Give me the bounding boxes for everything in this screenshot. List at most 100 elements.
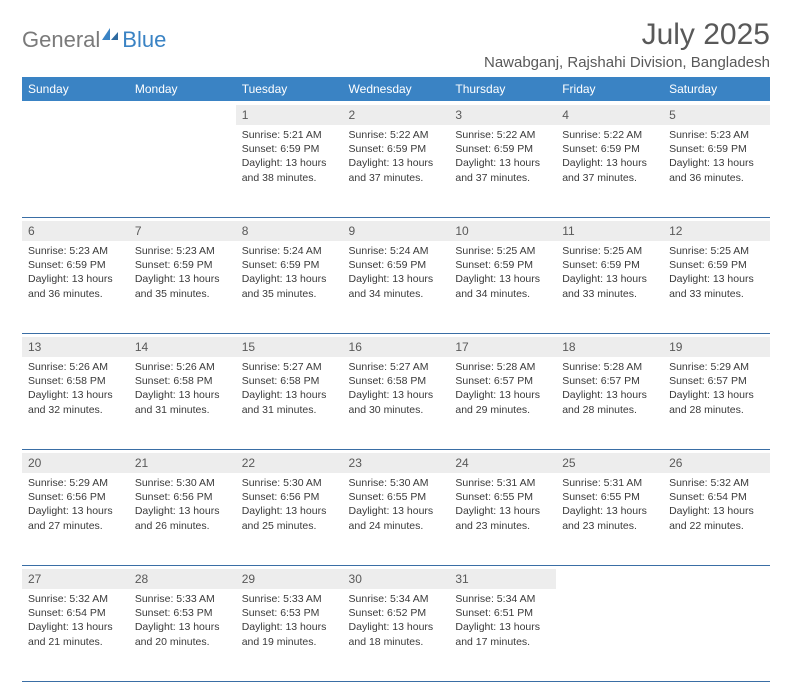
daynum-cell: 9 — [343, 221, 450, 241]
day-details: Sunrise: 5:32 AMSunset: 6:54 PMDaylight:… — [22, 589, 129, 655]
day-header: Thursday — [449, 77, 556, 101]
location-text: Nawabganj, Rajshahi Division, Bangladesh — [484, 54, 770, 71]
title-block: July 2025 Nawabganj, Rajshahi Division, … — [484, 18, 770, 71]
day-number: 6 — [22, 221, 129, 241]
week-row: Sunrise: 5:29 AMSunset: 6:56 PMDaylight:… — [22, 473, 770, 565]
daynum-cell: 13 — [22, 337, 129, 357]
day-details: Sunrise: 5:33 AMSunset: 6:53 PMDaylight:… — [129, 589, 236, 655]
day-number: 28 — [129, 569, 236, 589]
day-details: Sunrise: 5:26 AMSunset: 6:58 PMDaylight:… — [22, 357, 129, 423]
logo: General Blue — [22, 18, 166, 53]
daynum-row: 13141516171819 — [22, 337, 770, 357]
calendar-page: General Blue July 2025 Nawabganj, Rajsha… — [0, 0, 792, 700]
day-cell — [556, 589, 663, 681]
day-cell: Sunrise: 5:33 AMSunset: 6:53 PMDaylight:… — [236, 589, 343, 681]
day-cell: Sunrise: 5:23 AMSunset: 6:59 PMDaylight:… — [22, 241, 129, 333]
day-cell: Sunrise: 5:29 AMSunset: 6:56 PMDaylight:… — [22, 473, 129, 565]
day-cell: Sunrise: 5:32 AMSunset: 6:54 PMDaylight:… — [22, 589, 129, 681]
logo-text-general: General — [22, 27, 100, 53]
day-details: Sunrise: 5:32 AMSunset: 6:54 PMDaylight:… — [663, 473, 770, 539]
daynum-cell: 17 — [449, 337, 556, 357]
day-cell: Sunrise: 5:23 AMSunset: 6:59 PMDaylight:… — [129, 241, 236, 333]
daynum-cell: 11 — [556, 221, 663, 241]
daynum-cell: 27 — [22, 569, 129, 589]
day-number: 20 — [22, 453, 129, 473]
day-number: 10 — [449, 221, 556, 241]
daynum-row: 20212223242526 — [22, 453, 770, 473]
day-cell — [22, 125, 129, 217]
daynum-row: 2728293031 — [22, 569, 770, 589]
day-number — [129, 105, 236, 111]
day-header-row: SundayMondayTuesdayWednesdayThursdayFrid… — [22, 77, 770, 101]
daynum-cell: 16 — [343, 337, 450, 357]
daynum-cell: 5 — [663, 105, 770, 125]
day-details: Sunrise: 5:22 AMSunset: 6:59 PMDaylight:… — [556, 125, 663, 191]
day-number: 31 — [449, 569, 556, 589]
daynum-cell: 7 — [129, 221, 236, 241]
daynum-cell: 25 — [556, 453, 663, 473]
day-cell: Sunrise: 5:22 AMSunset: 6:59 PMDaylight:… — [343, 125, 450, 217]
day-cell: Sunrise: 5:33 AMSunset: 6:53 PMDaylight:… — [129, 589, 236, 681]
day-details: Sunrise: 5:29 AMSunset: 6:57 PMDaylight:… — [663, 357, 770, 423]
day-number: 8 — [236, 221, 343, 241]
daynum-cell: 1 — [236, 105, 343, 125]
day-header: Wednesday — [343, 77, 450, 101]
day-details: Sunrise: 5:28 AMSunset: 6:57 PMDaylight:… — [449, 357, 556, 423]
day-cell: Sunrise: 5:34 AMSunset: 6:52 PMDaylight:… — [343, 589, 450, 681]
daynum-cell: 15 — [236, 337, 343, 357]
daynum-row: 6789101112 — [22, 221, 770, 241]
day-header: Sunday — [22, 77, 129, 101]
day-details: Sunrise: 5:31 AMSunset: 6:55 PMDaylight:… — [449, 473, 556, 539]
daynum-cell: 26 — [663, 453, 770, 473]
day-number: 3 — [449, 105, 556, 125]
day-cell: Sunrise: 5:29 AMSunset: 6:57 PMDaylight:… — [663, 357, 770, 449]
day-cell: Sunrise: 5:30 AMSunset: 6:55 PMDaylight:… — [343, 473, 450, 565]
page-title: July 2025 — [484, 18, 770, 52]
day-details: Sunrise: 5:30 AMSunset: 6:56 PMDaylight:… — [236, 473, 343, 539]
day-details: Sunrise: 5:27 AMSunset: 6:58 PMDaylight:… — [343, 357, 450, 423]
day-cell: Sunrise: 5:27 AMSunset: 6:58 PMDaylight:… — [236, 357, 343, 449]
day-cell: Sunrise: 5:30 AMSunset: 6:56 PMDaylight:… — [129, 473, 236, 565]
day-number: 23 — [343, 453, 450, 473]
day-cell: Sunrise: 5:25 AMSunset: 6:59 PMDaylight:… — [449, 241, 556, 333]
week-row: Sunrise: 5:21 AMSunset: 6:59 PMDaylight:… — [22, 125, 770, 217]
daynum-cell: 28 — [129, 569, 236, 589]
week-row: Sunrise: 5:23 AMSunset: 6:59 PMDaylight:… — [22, 241, 770, 333]
daynum-cell: 31 — [449, 569, 556, 589]
day-details: Sunrise: 5:34 AMSunset: 6:51 PMDaylight:… — [449, 589, 556, 655]
day-details: Sunrise: 5:28 AMSunset: 6:57 PMDaylight:… — [556, 357, 663, 423]
daynum-cell — [129, 105, 236, 125]
day-number: 4 — [556, 105, 663, 125]
day-cell: Sunrise: 5:22 AMSunset: 6:59 PMDaylight:… — [449, 125, 556, 217]
day-details: Sunrise: 5:34 AMSunset: 6:52 PMDaylight:… — [343, 589, 450, 655]
day-number: 26 — [663, 453, 770, 473]
day-number — [22, 105, 129, 111]
day-number: 14 — [129, 337, 236, 357]
day-cell: Sunrise: 5:28 AMSunset: 6:57 PMDaylight:… — [556, 357, 663, 449]
day-cell: Sunrise: 5:30 AMSunset: 6:56 PMDaylight:… — [236, 473, 343, 565]
day-details: Sunrise: 5:31 AMSunset: 6:55 PMDaylight:… — [556, 473, 663, 539]
day-header: Tuesday — [236, 77, 343, 101]
daynum-cell — [22, 105, 129, 125]
day-number: 21 — [129, 453, 236, 473]
day-cell: Sunrise: 5:32 AMSunset: 6:54 PMDaylight:… — [663, 473, 770, 565]
day-details: Sunrise: 5:25 AMSunset: 6:59 PMDaylight:… — [556, 241, 663, 307]
day-number: 18 — [556, 337, 663, 357]
daynum-cell: 21 — [129, 453, 236, 473]
day-number: 17 — [449, 337, 556, 357]
day-cell: Sunrise: 5:31 AMSunset: 6:55 PMDaylight:… — [449, 473, 556, 565]
day-details: Sunrise: 5:24 AMSunset: 6:59 PMDaylight:… — [236, 241, 343, 307]
week-row: Sunrise: 5:32 AMSunset: 6:54 PMDaylight:… — [22, 589, 770, 681]
daynum-cell: 14 — [129, 337, 236, 357]
daynum-cell: 18 — [556, 337, 663, 357]
day-number: 5 — [663, 105, 770, 125]
daynum-cell: 3 — [449, 105, 556, 125]
day-cell — [129, 125, 236, 217]
logo-text-blue: Blue — [122, 27, 166, 53]
day-number: 24 — [449, 453, 556, 473]
daynum-cell: 20 — [22, 453, 129, 473]
logo-sail-icon — [100, 26, 120, 47]
daynum-cell: 4 — [556, 105, 663, 125]
day-details: Sunrise: 5:27 AMSunset: 6:58 PMDaylight:… — [236, 357, 343, 423]
day-number — [556, 569, 663, 575]
